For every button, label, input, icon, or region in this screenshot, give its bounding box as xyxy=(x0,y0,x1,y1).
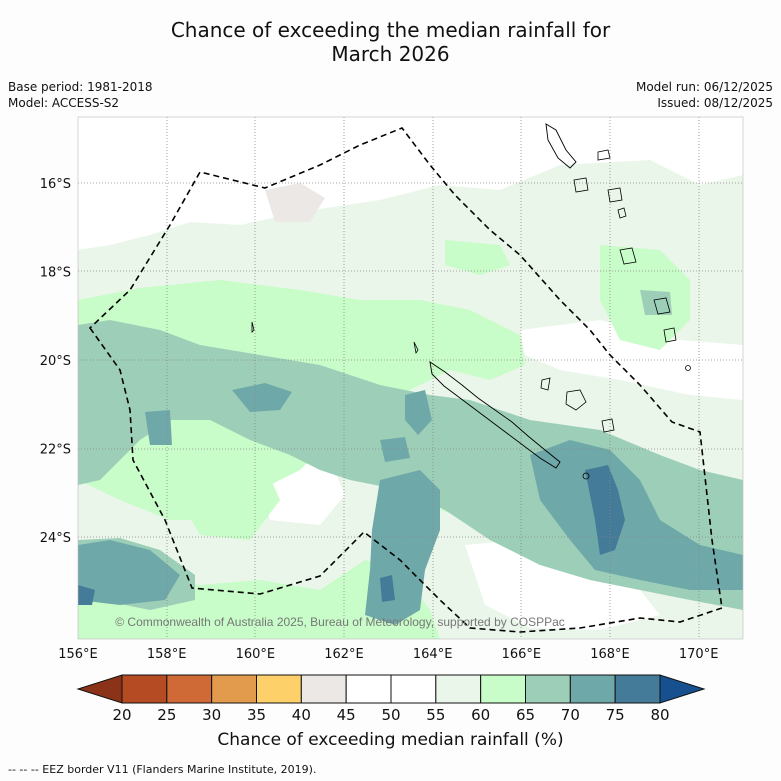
colorbar-tick-label: 65 xyxy=(516,706,535,724)
colorbar-segment xyxy=(121,674,168,704)
field-75-80-centre xyxy=(380,575,395,602)
colorbar-tick-label: 80 xyxy=(650,706,669,724)
copyright-text: © Commonwealth of Australia 2025, Bureau… xyxy=(115,615,565,629)
field-45-50-patch xyxy=(265,183,325,222)
erromango-island xyxy=(653,297,671,315)
field-65-70-vanuatu xyxy=(640,290,672,315)
field-50-55-north xyxy=(78,117,743,250)
field-70-75-patch-c xyxy=(405,390,432,435)
new-caledonia-coastline xyxy=(429,361,561,469)
colorbar-tick-label: 30 xyxy=(202,706,221,724)
vanuatu-island-c xyxy=(617,207,627,219)
colorbar-segment xyxy=(256,674,302,704)
efate-island xyxy=(619,247,637,265)
espiritu-santo-coastline xyxy=(545,123,577,169)
lon-label: 160°E xyxy=(236,647,276,662)
vanuatu-island-b xyxy=(607,187,623,203)
field-50-55-east xyxy=(520,320,743,400)
colorbar-tick-label: 20 xyxy=(112,706,131,724)
colorbar-segment xyxy=(345,674,392,704)
colorbar-tick-label: 45 xyxy=(337,706,356,724)
malakula-island xyxy=(573,177,589,193)
colorbar-segment xyxy=(166,674,213,704)
lat-label: 20°S xyxy=(40,354,71,369)
field-70-75-southwest xyxy=(78,540,180,605)
colorbar-segment xyxy=(211,674,258,704)
colorbar-under-triangle xyxy=(76,674,123,704)
colorbar-segment xyxy=(300,674,347,704)
chesterfield-islands xyxy=(251,321,255,333)
model-run: Model run: 06/12/2025 xyxy=(635,80,773,94)
lat-label: 16°S xyxy=(40,177,71,192)
title-line-2: March 2026 xyxy=(331,42,450,66)
eez-footnote: -- -- -- EEZ border V11 (Flanders Marine… xyxy=(8,763,317,776)
meta-left: Base period: 1981-2018 Model: ACCESS-S2 xyxy=(8,79,153,111)
colorbar-tick-label: 60 xyxy=(471,706,490,724)
eez-border xyxy=(88,127,723,633)
meta-right: Model run: 06/12/2025 Issued: 08/12/2025 xyxy=(636,79,773,111)
title-line-1: Chance of exceeding the median rainfall … xyxy=(170,18,611,42)
map-title: Chance of exceeding the median rainfall … xyxy=(0,18,781,66)
vanuatu-island-a xyxy=(597,149,611,161)
colorbar-tick-label: 55 xyxy=(426,706,445,724)
field-70-75-patch-d xyxy=(380,437,410,462)
colorbar-over-triangle xyxy=(659,674,706,704)
colorbar-tick-label: 75 xyxy=(606,706,625,724)
rainfall-probability-field xyxy=(78,117,743,639)
colorbar-tick-labels: 20 25 30 35 40 45 50 55 60 65 70 75 80 xyxy=(112,706,669,724)
base-period: Base period: 1981-2018 xyxy=(8,80,153,94)
model-name: Model: ACCESS-S2 xyxy=(8,96,120,110)
colorbar-title: Chance of exceeding median rainfall (%) xyxy=(217,730,564,750)
colorbar-segment xyxy=(480,674,526,704)
field-50-55-south xyxy=(465,540,660,630)
colorbar-segment xyxy=(569,674,616,704)
issued-date: Issued: 08/12/2025 xyxy=(657,96,773,110)
colorbar-tick-label: 70 xyxy=(561,706,580,724)
lifou-island xyxy=(565,389,587,411)
field-75-80-east xyxy=(585,465,625,555)
colorbar-segment xyxy=(614,674,661,704)
field-75-80-west xyxy=(78,585,95,605)
field-70-75-patch-b xyxy=(145,410,172,445)
lon-label: 164°E xyxy=(413,647,453,662)
colorbar-tick-label: 25 xyxy=(157,706,176,724)
lon-label: 170°E xyxy=(679,647,719,662)
graticule xyxy=(78,117,743,639)
colorbar-segment xyxy=(390,674,437,704)
lon-label: 162°E xyxy=(324,647,364,662)
ouvea-island xyxy=(540,377,551,391)
lat-label: 22°S xyxy=(40,443,71,458)
walpole-island xyxy=(582,472,590,480)
field-60-65-north xyxy=(445,240,510,275)
colorbar-segment xyxy=(435,674,482,704)
belep-islands xyxy=(413,341,419,355)
lon-label: 166°E xyxy=(502,647,542,662)
lon-label: 168°E xyxy=(590,647,630,662)
mare-island xyxy=(601,418,615,433)
lat-label: 24°S xyxy=(40,531,71,546)
colorbar xyxy=(76,674,706,704)
longitude-labels: 156°E 158°E 160°E 162°E 164°E 166°E 168°E 170°E xyxy=(58,647,718,662)
field-70-75-patch-a xyxy=(232,383,292,412)
aneityum-island xyxy=(685,365,691,371)
colorbar-tick-label: 50 xyxy=(381,706,400,724)
lon-label: 156°E xyxy=(58,647,98,662)
colorbar-tick-label: 35 xyxy=(247,706,266,724)
colorbar-segment xyxy=(525,674,571,704)
tanna-island xyxy=(663,327,677,343)
field-60-65-patch xyxy=(180,455,280,540)
colorbar-tick-label: 40 xyxy=(292,706,311,724)
lat-label: 18°S xyxy=(40,266,71,281)
map-frame xyxy=(77,116,744,640)
latitude-labels: 16°S 18°S 20°S 22°S 24°S xyxy=(40,177,71,546)
lon-label: 158°E xyxy=(147,647,187,662)
